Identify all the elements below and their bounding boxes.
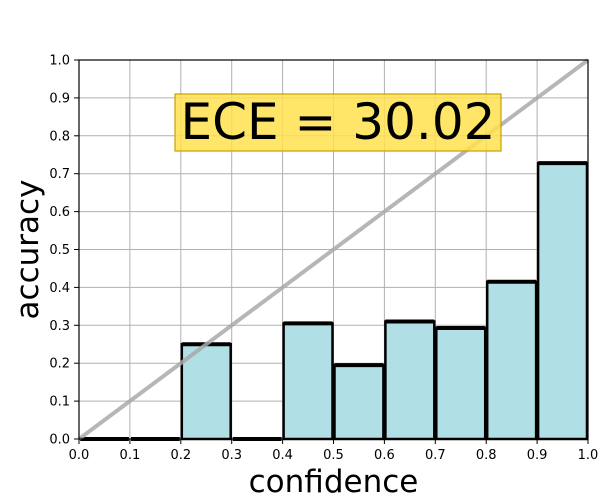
bar-bin-9 xyxy=(536,161,589,441)
ece-annotation-text: ECE = 30.02 xyxy=(181,93,496,151)
ece-annotation-box xyxy=(174,93,502,152)
x-tick-label: 0.9 xyxy=(527,448,548,463)
x-tick-label: 0.1 xyxy=(120,448,141,463)
x-tick-label: 1.0 xyxy=(578,448,598,463)
bar-bin-5 xyxy=(333,363,385,441)
ticks-layer: 0.0 0.1 0.2 0.3 0.4 0.5 0.6 0.7 0.8 0.9 1.0 0.0 0.1 0… xyxy=(49,54,598,464)
y-tick-label: 0.7 xyxy=(49,167,70,182)
bar-bin-8 xyxy=(485,280,538,441)
x-tick-label: 0.6 xyxy=(374,448,395,463)
y-tick-label: 0.6 xyxy=(49,205,70,220)
reference-line-layer xyxy=(77,58,590,441)
y-tick-label: 0.0 xyxy=(49,433,70,448)
y-tick-label: 0.8 xyxy=(49,129,70,144)
x-tick-label: 0.2 xyxy=(170,448,191,463)
y-tick-label: 0.5 xyxy=(49,243,70,258)
perfect-calibration-line xyxy=(77,58,590,441)
y-tick-label: 0.1 xyxy=(49,395,70,410)
x-axis-label: confidence xyxy=(249,464,419,494)
x-tick-label: 0.8 xyxy=(476,448,497,463)
y-tick-label: 0.4 xyxy=(49,281,70,296)
bar-bin-7 xyxy=(435,326,487,441)
x-tick-label: 0.7 xyxy=(425,448,446,463)
y-axis-label: accuracy xyxy=(10,180,46,320)
y-tick-label: 0.3 xyxy=(49,319,70,334)
y-tick-label: 0.2 xyxy=(49,357,70,372)
x-tick-label: 0.4 xyxy=(272,448,293,463)
x-tick-label: 0.0 xyxy=(69,448,90,463)
bar-bin-4 xyxy=(282,322,334,441)
x-tick-label: 0.5 xyxy=(323,448,344,463)
bar-bin-2 xyxy=(180,343,232,441)
bar-bin-6 xyxy=(384,320,436,441)
y-tick-label: 0.9 xyxy=(49,91,70,106)
x-tick-label: 0.3 xyxy=(221,448,242,463)
y-tick-label: 1.0 xyxy=(49,54,70,69)
